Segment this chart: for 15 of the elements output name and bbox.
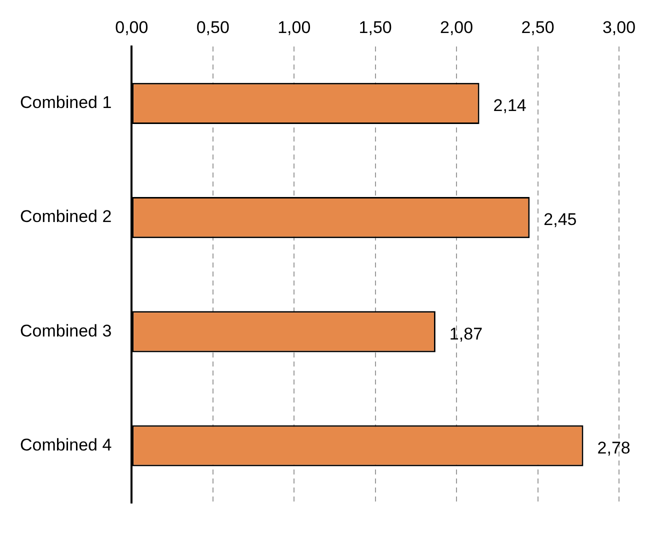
y-tick-label: Combined 2 (20, 207, 112, 226)
x-tick-label: 1,00 (278, 18, 311, 37)
x-tick-label: 2,00 (440, 18, 474, 37)
x-tick-label: 1,50 (358, 18, 392, 37)
x-tick-label: 0,50 (196, 18, 230, 37)
data-label: 2,78 (597, 438, 630, 458)
y-tick-label: Combined 3 (20, 321, 112, 340)
y-tick-label: Combined 1 (20, 93, 112, 112)
data-label: 2,14 (493, 96, 526, 116)
x-tick-label: 3,00 (602, 18, 636, 37)
x-tick-label: 2,50 (521, 18, 554, 37)
data-label: 1,87 (449, 324, 483, 344)
y-tick-label: Combined 4 (20, 435, 112, 454)
data-label: 2,45 (544, 210, 577, 230)
x-tick-label: 0,00 (115, 18, 148, 37)
